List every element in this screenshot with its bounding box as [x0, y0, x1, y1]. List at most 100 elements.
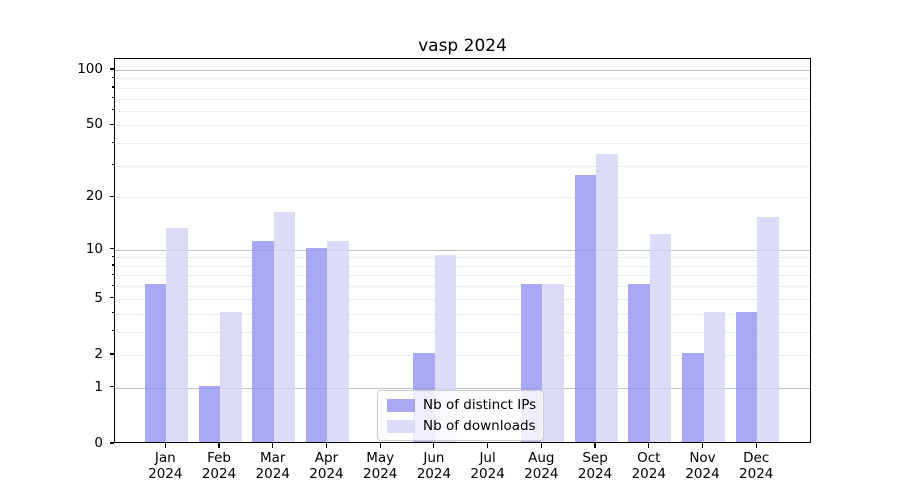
x-tick-label: Apr 2024 — [298, 450, 354, 482]
x-tick — [379, 443, 381, 448]
x-tick-month: Aug — [528, 450, 555, 466]
legend-entry: Nb of distinct IPs — [387, 397, 537, 413]
legend: Nb of distinct IPs Nb of downloads — [377, 390, 544, 441]
x-tick-month: Nov — [689, 450, 716, 466]
chart-title: vasp 2024 — [418, 36, 507, 56]
x-tick — [701, 443, 704, 448]
x-tick-year: 2024 — [309, 466, 344, 482]
x-tick-month: Jul — [479, 450, 496, 466]
x-tick-label: Mar 2024 — [245, 450, 301, 482]
major-gridline — [115, 69, 810, 71]
minor-gridline — [115, 313, 810, 315]
x-tick-year: 2024 — [362, 466, 398, 482]
y-tick — [109, 386, 114, 388]
y-tick — [109, 248, 114, 250]
y-minor-tick — [111, 97, 114, 99]
y-minor-tick — [111, 86, 114, 88]
x-tick — [218, 443, 220, 448]
x-tick-year: 2024 — [577, 466, 613, 482]
x-tick-month: Jan — [154, 450, 176, 466]
bar-distinct-ips — [628, 284, 650, 442]
x-tick-month: Feb — [207, 450, 231, 466]
y-tick-label: 0 — [94, 435, 103, 451]
x-tick-label: Sep 2024 — [567, 450, 623, 482]
x-tick-month: Sep — [582, 450, 608, 466]
minor-gridline — [115, 298, 810, 300]
x-tick — [433, 443, 435, 448]
x-tick-label: May 2024 — [352, 450, 408, 482]
x-tick-month: Mar — [259, 450, 286, 466]
x-tick — [648, 443, 650, 448]
bar-downloads — [757, 217, 779, 442]
bar-downloads — [649, 234, 672, 442]
x-tick — [272, 443, 274, 448]
y-minor-tick — [111, 141, 114, 143]
x-tick-year: 2024 — [470, 466, 505, 482]
bar-downloads — [327, 240, 349, 442]
bar-downloads — [596, 153, 618, 442]
legend-label: Nb of downloads — [423, 418, 536, 434]
bar-downloads — [542, 284, 564, 442]
minor-gridline — [115, 165, 810, 167]
y-tick — [109, 195, 114, 197]
minor-gridline — [115, 110, 810, 112]
bar-downloads — [703, 311, 725, 442]
minor-gridline — [115, 257, 810, 259]
x-tick-year: 2024 — [524, 466, 559, 482]
x-tick-month: Jun — [423, 450, 445, 466]
y-minor-tick — [111, 312, 114, 314]
y-tick — [109, 297, 114, 299]
legend-swatch — [387, 398, 415, 412]
bar-distinct-ips — [198, 385, 221, 442]
x-tick-label: Nov 2024 — [675, 450, 731, 482]
x-tick-month: May — [366, 450, 395, 466]
x-tick-month: Dec — [743, 450, 770, 466]
x-tick — [164, 443, 166, 448]
y-tick-label: 20 — [85, 188, 103, 205]
x-tick-label: Aug 2024 — [513, 450, 569, 482]
x-tick-year: 2024 — [739, 466, 774, 482]
legend-label: Nb of distinct IPs — [423, 397, 537, 413]
x-tick-year: 2024 — [416, 466, 452, 482]
y-tick — [109, 442, 114, 444]
bar-distinct-ips — [682, 352, 704, 442]
y-minor-tick — [111, 255, 114, 258]
y-tick-label: 1 — [94, 378, 103, 395]
plot-area — [114, 58, 811, 443]
minor-gridline — [115, 331, 810, 333]
x-tick-label: Jan 2024 — [137, 450, 193, 482]
bar-distinct-ips — [574, 174, 597, 442]
x-tick-year: 2024 — [631, 466, 666, 482]
y-minor-tick — [111, 330, 114, 332]
x-tick — [594, 443, 596, 448]
minor-gridline — [115, 78, 810, 80]
major-gridline — [115, 249, 810, 251]
minor-gridline — [115, 143, 810, 144]
bar-distinct-ips — [144, 284, 167, 442]
x-tick — [487, 443, 489, 448]
y-minor-tick — [111, 76, 114, 79]
y-minor-tick — [111, 109, 114, 111]
y-tick-label: 2 — [94, 345, 103, 362]
x-tick — [325, 443, 328, 448]
minor-gridline — [115, 354, 810, 356]
y-tick-label: 10 — [85, 240, 103, 257]
bar-downloads — [273, 212, 296, 442]
x-tick-month: Apr — [314, 450, 339, 466]
x-tick-year: 2024 — [685, 466, 720, 482]
x-tick-year: 2024 — [148, 466, 183, 482]
y-tick — [109, 353, 114, 355]
x-tick — [540, 443, 542, 448]
minor-gridline — [115, 98, 810, 100]
minor-gridline — [115, 275, 810, 277]
minor-gridline — [115, 265, 810, 267]
x-tick-label: Oct 2024 — [621, 450, 677, 482]
y-minor-tick — [111, 284, 114, 286]
minor-gridline — [115, 197, 810, 199]
major-gridline — [115, 387, 810, 389]
legend-entry: Nb of downloads — [387, 418, 536, 434]
y-tick — [109, 123, 114, 125]
bar-distinct-ips — [735, 311, 758, 442]
bar-downloads — [166, 228, 188, 442]
